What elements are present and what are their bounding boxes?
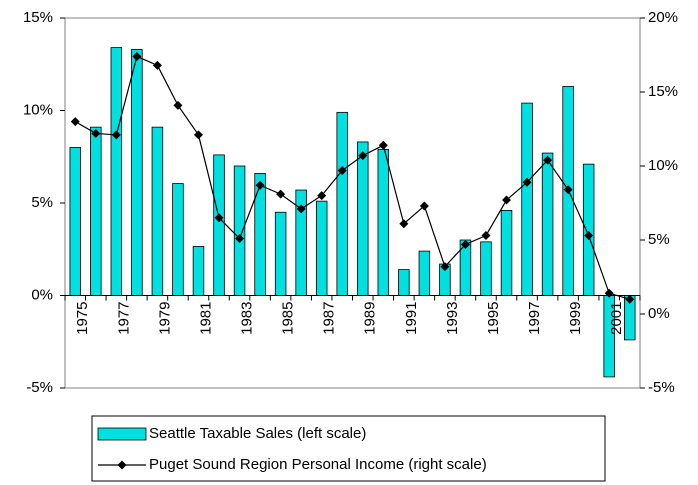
bar bbox=[521, 102, 533, 296]
line-marker bbox=[91, 128, 101, 138]
bar bbox=[480, 241, 492, 296]
x-tick-label: 1995 bbox=[485, 302, 502, 335]
bar bbox=[151, 126, 164, 296]
line-marker bbox=[440, 262, 450, 272]
bar bbox=[69, 147, 82, 296]
line-marker bbox=[460, 239, 470, 249]
legend-swatch bbox=[97, 427, 147, 441]
y-tick-label: 5% bbox=[31, 194, 53, 211]
legend-marker bbox=[117, 460, 127, 470]
plot-area bbox=[64, 17, 641, 389]
bar bbox=[172, 183, 184, 296]
bar bbox=[357, 141, 369, 296]
line bbox=[74, 55, 630, 300]
bar bbox=[500, 209, 513, 296]
bar bbox=[398, 269, 410, 296]
line-marker bbox=[276, 189, 286, 199]
line-marker bbox=[543, 155, 553, 165]
line-marker bbox=[193, 130, 203, 140]
x-tick-label: 1991 bbox=[403, 302, 420, 335]
y2-tick-label: 10% bbox=[648, 157, 678, 174]
bar bbox=[582, 163, 595, 296]
line-marker bbox=[152, 60, 162, 70]
x-tick-label: 1983 bbox=[239, 302, 256, 335]
x-tick-label: 1989 bbox=[362, 302, 379, 335]
line-marker bbox=[563, 185, 573, 195]
bar bbox=[254, 172, 266, 296]
line-marker bbox=[132, 51, 142, 61]
line-marker bbox=[625, 294, 635, 304]
bar bbox=[541, 152, 554, 296]
y-tick-label: 15% bbox=[23, 9, 53, 26]
y-tick-label: 0% bbox=[31, 286, 53, 303]
line-marker bbox=[111, 130, 121, 140]
line-marker bbox=[604, 288, 614, 298]
bar bbox=[315, 200, 328, 296]
y2-tick-label: -5% bbox=[648, 379, 675, 396]
line-marker bbox=[214, 213, 224, 223]
bar bbox=[213, 154, 225, 296]
y2-tick-label: 15% bbox=[648, 83, 678, 100]
line-marker bbox=[317, 191, 327, 201]
x-tick-label: 1975 bbox=[74, 302, 91, 335]
legend-label: Seattle Taxable Sales (left scale) bbox=[149, 425, 366, 442]
legend-label: Puget Sound Region Personal Income (righ… bbox=[149, 456, 487, 473]
x-tick-label: 1985 bbox=[280, 302, 297, 335]
y-tick-label: -5% bbox=[26, 379, 53, 396]
y-tick-label: 10% bbox=[23, 101, 53, 118]
line-marker bbox=[399, 219, 409, 229]
bar bbox=[274, 211, 287, 296]
y2-tick-label: 5% bbox=[648, 231, 670, 248]
line-marker bbox=[70, 117, 80, 127]
line-marker bbox=[502, 195, 512, 205]
line-marker bbox=[358, 151, 368, 161]
bar bbox=[233, 165, 246, 296]
bar bbox=[418, 250, 431, 296]
x-tick-label: 1993 bbox=[444, 302, 461, 335]
y2-tick-label: 20% bbox=[648, 9, 678, 26]
line-marker bbox=[522, 177, 532, 187]
line-marker bbox=[255, 180, 265, 190]
line-marker bbox=[173, 100, 183, 110]
bar bbox=[377, 148, 390, 296]
line-marker bbox=[378, 140, 388, 150]
x-tick-label: 1987 bbox=[321, 302, 338, 335]
line-marker bbox=[235, 234, 245, 244]
bar bbox=[131, 49, 143, 296]
line-marker bbox=[419, 201, 429, 211]
line-marker bbox=[296, 204, 306, 214]
x-tick-label: 1997 bbox=[526, 302, 543, 335]
bar bbox=[90, 126, 102, 296]
x-tick-label: 1979 bbox=[156, 302, 173, 335]
x-tick-label: 1999 bbox=[567, 302, 584, 335]
x-tick-label: 1981 bbox=[197, 302, 214, 335]
bar bbox=[336, 111, 348, 296]
line-marker bbox=[337, 165, 347, 175]
bar bbox=[110, 47, 123, 296]
bar bbox=[192, 246, 205, 296]
x-tick-label: 2001 bbox=[608, 302, 625, 335]
legend-box bbox=[91, 415, 606, 482]
y2-tick-label: 0% bbox=[648, 305, 670, 322]
line-marker bbox=[584, 231, 594, 241]
x-tick-label: 1977 bbox=[115, 302, 132, 335]
line-marker bbox=[481, 231, 491, 241]
